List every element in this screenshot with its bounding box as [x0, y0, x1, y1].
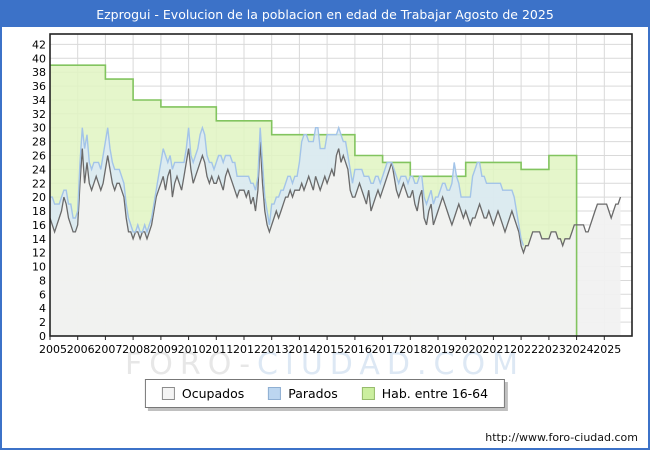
svg-text:2013: 2013 [261, 343, 289, 356]
svg-text:2024: 2024 [566, 343, 594, 356]
svg-text:16: 16 [32, 219, 46, 232]
svg-text:26: 26 [32, 150, 46, 163]
series-parados-line [50, 125, 525, 246]
svg-text:2008: 2008 [122, 343, 150, 356]
svg-text:40: 40 [32, 52, 46, 65]
svg-text:36: 36 [32, 80, 46, 93]
svg-text:38: 38 [32, 66, 46, 79]
svg-text:2011: 2011 [205, 343, 233, 356]
svg-text:32: 32 [32, 108, 46, 121]
svg-text:2022: 2022 [510, 343, 538, 356]
svg-text:2017: 2017 [372, 343, 400, 356]
svg-text:28: 28 [32, 136, 46, 149]
svg-text:4: 4 [39, 302, 46, 315]
svg-text:2021: 2021 [482, 343, 510, 356]
svg-text:2005: 2005 [39, 343, 67, 356]
plot-border [49, 33, 633, 337]
svg-text:2018: 2018 [399, 343, 427, 356]
legend-label-parados: Parados [288, 386, 338, 401]
svg-text:22: 22 [32, 177, 46, 190]
svg-text:2012: 2012 [233, 343, 261, 356]
svg-text:0: 0 [39, 330, 46, 343]
svg-text:20: 20 [32, 191, 46, 204]
chart-title-bar: Ezprogui - Evolucion de la poblacion en … [2, 2, 648, 27]
legend-swatch-hab [361, 387, 375, 400]
legend-item-hab: Hab. entre 16-64 [361, 386, 489, 401]
svg-text:30: 30 [32, 122, 46, 135]
legend-item-parados: Parados [268, 386, 338, 401]
legend-swatch-parados [268, 387, 282, 400]
svg-text:6: 6 [39, 288, 46, 301]
watermark-part1: FORO- [125, 347, 258, 382]
svg-text:2007: 2007 [94, 343, 122, 356]
x-axis-labels: 2005 2006 2007 2008 2009 2010 2011 2012 2013 2014… [39, 343, 621, 356]
svg-text:14: 14 [32, 233, 46, 246]
x-axis-ticks [49, 336, 605, 340]
legend-label-hab: Hab. entre 16-64 [381, 386, 489, 401]
svg-text:18: 18 [32, 205, 46, 218]
series-ocupados-line [49, 141, 622, 255]
svg-text:2014: 2014 [288, 343, 316, 356]
legend-swatch-ocupados [161, 387, 175, 400]
svg-text:2016: 2016 [344, 343, 372, 356]
legend-item-ocupados: Ocupados [161, 386, 245, 401]
svg-text:2010: 2010 [178, 343, 206, 356]
svg-text:2023: 2023 [538, 343, 566, 356]
svg-text:10: 10 [32, 261, 46, 274]
svg-text:34: 34 [32, 94, 46, 107]
svg-text:2: 2 [39, 316, 46, 329]
chart-legend: Ocupados Parados Hab. entre 16-64 [144, 379, 506, 408]
svg-text:2019: 2019 [427, 343, 455, 356]
legend-label-ocupados: Ocupados [181, 386, 245, 401]
svg-text:2006: 2006 [67, 343, 95, 356]
svg-text:2025: 2025 [593, 343, 621, 356]
watermark-part2: CIUDAD.COM [257, 347, 525, 382]
series-ocupados-area [50, 141, 621, 336]
svg-text:2020: 2020 [455, 343, 483, 356]
svg-text:42: 42 [32, 38, 46, 51]
svg-text:8: 8 [39, 275, 46, 288]
chart-title: Ezprogui - Evolucion de la poblacion en … [96, 7, 554, 22]
svg-text:24: 24 [32, 163, 46, 176]
footer-url-link[interactable]: http://www.foro-ciudad.com [485, 431, 638, 444]
watermark: FORO-CIUDAD.COM [125, 347, 525, 382]
svg-text:12: 12 [32, 247, 46, 260]
svg-text:2009: 2009 [150, 343, 178, 356]
series-parados-area [50, 127, 524, 253]
svg-text:2015: 2015 [316, 343, 344, 356]
